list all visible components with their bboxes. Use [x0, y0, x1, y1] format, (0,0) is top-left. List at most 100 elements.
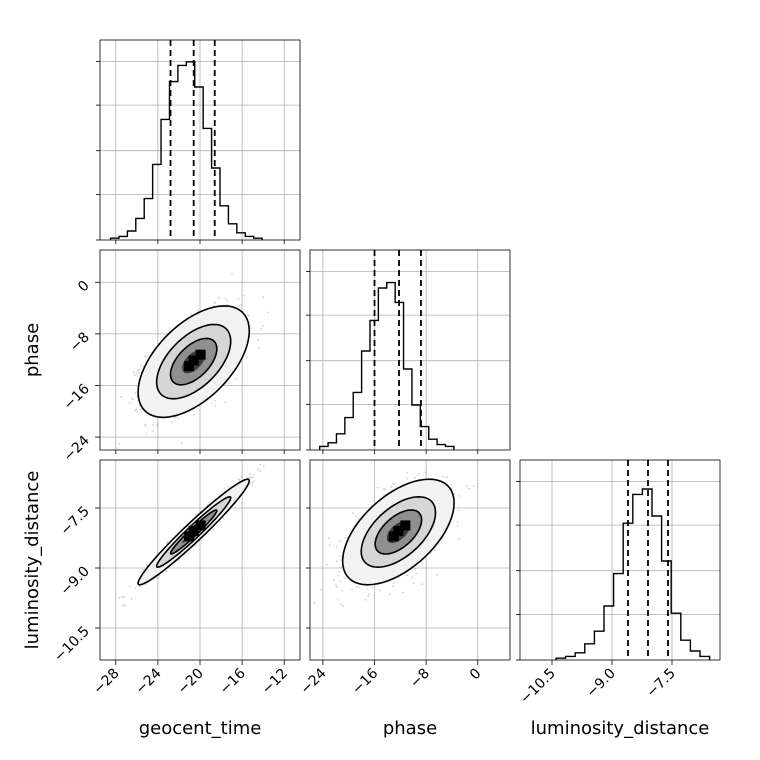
scatter-point [252, 476, 254, 479]
scatter-point [473, 485, 476, 487]
scatter-point [214, 404, 216, 407]
scatter-point [194, 544, 197, 547]
scatter-point [421, 583, 424, 586]
scatter-point [389, 593, 391, 596]
density-peak-2 [393, 525, 404, 536]
scatter-point [418, 473, 420, 476]
scatter-point [197, 309, 200, 312]
scatter-point [263, 465, 265, 468]
scatter-point [133, 374, 136, 376]
scatter-point [165, 570, 168, 572]
x-tick-label: −8 [407, 666, 433, 692]
x-tick-label: −12 [259, 666, 291, 698]
scatter-point [453, 492, 456, 495]
scatter-point [214, 399, 217, 402]
scatter-point [368, 593, 370, 595]
scatter-point [231, 273, 233, 275]
scatter-point [378, 589, 381, 592]
scatter-panel-geocent_time-phase [100, 250, 300, 450]
histogram-step-geocent_time [109, 61, 263, 240]
scatter-point [245, 356, 248, 358]
scatter-point [414, 568, 417, 570]
x-tick-label: −16 [349, 665, 381, 697]
scatter-point [139, 408, 142, 411]
scatter-point [356, 586, 358, 588]
scatter-point [138, 368, 141, 371]
scatter-point [168, 327, 171, 330]
scatter-point [213, 529, 215, 531]
scatter-point [145, 565, 148, 567]
scatter-point [208, 501, 211, 504]
scatter-point [366, 588, 369, 590]
x-tick-label: −20 [175, 666, 207, 698]
scatter-point [259, 470, 262, 472]
scatter-point [260, 327, 263, 329]
scatter-point [145, 432, 148, 435]
scatter-point [440, 457, 442, 459]
scatter-point [130, 597, 133, 600]
histogram-panel-phase [310, 250, 510, 450]
scatter-point [214, 301, 217, 304]
scatter-point [139, 364, 142, 367]
scatter-point [222, 517, 225, 520]
scatter-point [456, 525, 459, 527]
scatter-point [134, 587, 137, 589]
y-tick-label: −24 [61, 433, 93, 465]
scatter-point [338, 570, 341, 573]
scatter-point [458, 537, 460, 540]
scatter-panel-phase-luminosity_distance [310, 457, 510, 660]
scatter-point [267, 311, 269, 314]
scatter-point [433, 549, 436, 551]
scatter-point [337, 574, 339, 577]
scatter-point [249, 477, 252, 479]
scatter-point [458, 509, 460, 511]
scatter-point [144, 424, 147, 427]
scatter-point [335, 560, 338, 562]
x-axis-label-luminosity_distance: luminosity_distance [531, 718, 710, 739]
x-tick-label: −28 [90, 666, 122, 698]
scatter-point [326, 563, 328, 566]
scatter-point [250, 476, 253, 479]
histogram-panel-geocent_time [100, 40, 300, 240]
scatter-point [336, 599, 339, 601]
x-tick-label: −24 [298, 665, 330, 697]
scatter-point [247, 314, 250, 317]
scatter-point [262, 296, 265, 299]
scatter-point [424, 471, 427, 474]
scatter-point [173, 416, 176, 419]
y-tick-label: −10.5 [51, 624, 93, 666]
scatter-point [134, 392, 137, 394]
density-peak-1 [184, 531, 195, 542]
x-tick-label: −7.5 [643, 666, 678, 701]
panel-frame [519, 459, 721, 661]
scatter-point [352, 512, 354, 514]
scatter-point [238, 305, 241, 308]
scatter-point [219, 520, 222, 523]
scatter-point [406, 477, 408, 480]
scatter-point [376, 486, 379, 489]
y-tick-label: 0 [75, 278, 93, 296]
scatter-point [152, 430, 155, 433]
y-axis-label-luminosity_distance: luminosity_distance [22, 471, 43, 650]
scatter-point [118, 597, 121, 599]
scatter-point [421, 562, 424, 565]
scatter-point [194, 513, 197, 516]
density-peak-0 [195, 520, 206, 531]
scatter-point [335, 545, 338, 548]
x-axis-label-phase: phase [383, 718, 437, 739]
scatter-point [213, 302, 216, 305]
scatter-point [120, 395, 123, 398]
panel-frame [309, 459, 511, 661]
scatter-point [393, 483, 396, 486]
scatter-point [176, 417, 179, 420]
histogram-panel-luminosity_distance [520, 460, 720, 660]
scatter-point [392, 585, 394, 588]
scatter-point [257, 339, 259, 342]
scatter-point [341, 589, 343, 592]
scatter-point [456, 521, 459, 523]
scatter-point [364, 599, 367, 601]
density-peak-2 [188, 525, 199, 536]
scatter-point [237, 478, 240, 480]
scatter-point [406, 574, 409, 576]
histogram-step-phase [318, 281, 455, 450]
